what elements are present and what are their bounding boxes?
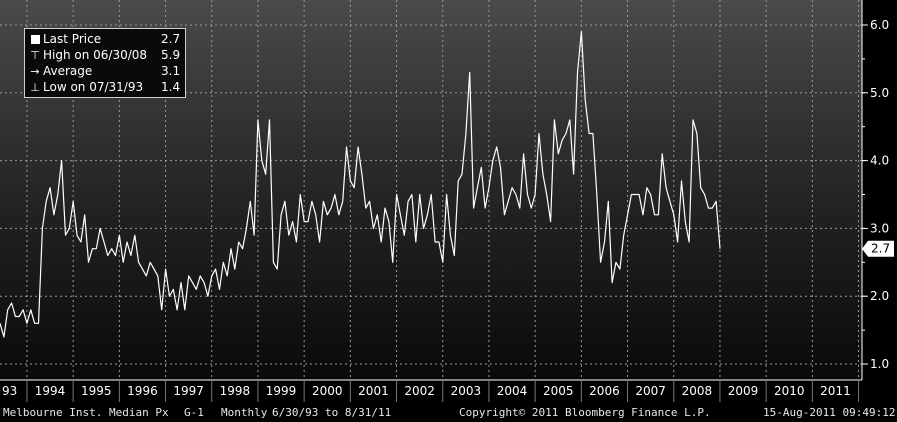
legend-label: High on 06/30/08	[43, 48, 148, 62]
x-tick-label: 2001	[358, 384, 389, 398]
x-tick-label: 2009	[728, 384, 759, 398]
chart-footer: Melbourne Inst. Median Px G-1 Monthly 6/…	[0, 404, 897, 422]
legend-item-low: ⊥ Low on 07/31/93 1.4	[29, 79, 180, 95]
legend-item-high: ⊤ High on 06/30/08 5.9	[29, 47, 180, 63]
legend-item-last-price: Last Price 2.7	[29, 31, 180, 48]
x-tick-label: 1997	[173, 384, 204, 398]
series-line-last-price	[0, 31, 721, 338]
x-axis: 93 1994 1995 1996 1997 1998 1999 2000 2001 2002 20…	[0, 379, 897, 404]
legend-value: 5.9	[161, 48, 181, 62]
x-tick-label: 1995	[81, 384, 112, 398]
x-tick-label: 1994	[35, 384, 66, 398]
x-tick-label: 2004	[497, 384, 528, 398]
x-tick-label: 1999	[266, 384, 297, 398]
x-tick-label: 2000	[312, 384, 343, 398]
x-tick-label: 1996	[127, 384, 158, 398]
legend-value: 1.4	[161, 80, 181, 94]
y-tick-label: 1.0	[870, 357, 889, 371]
x-tick-label: 2007	[635, 384, 666, 398]
last-value-tag: 2.7	[862, 240, 894, 257]
x-tick-label: 2008	[682, 384, 713, 398]
y-tick-label: 3.0	[870, 221, 889, 235]
square-icon	[29, 32, 41, 48]
high-marker-icon: ⊤	[30, 49, 40, 62]
series-line-layer	[0, 31, 721, 338]
legend-value: 2.7	[161, 32, 181, 46]
x-tick-label: 2005	[543, 384, 574, 398]
x-axis-band	[0, 380, 897, 404]
timestamp: 15-Aug-2011 09:49:12	[763, 406, 896, 419]
low-marker-icon: ⊥	[30, 81, 40, 94]
average-marker-icon: →	[30, 65, 40, 78]
x-tick-label: 2003	[451, 384, 482, 398]
security-title: Melbourne Inst. Median Px	[3, 406, 169, 419]
legend: Last Price 2.7 ⊤ High on 06/30/08 5.9 → Av…	[24, 28, 186, 98]
legend-label: Low on 07/31/93	[43, 80, 144, 94]
copyright-notice: Copyright© 2011 Bloomberg Finance L.P.	[459, 406, 711, 419]
y-tick-label: 6.0	[870, 18, 889, 32]
x-tick-label: 2006	[589, 384, 620, 398]
chart-id: G-1	[184, 406, 204, 419]
legend-value: 3.1	[161, 64, 181, 78]
legend-label: Last Price	[43, 32, 102, 46]
x-tick-label: 1998	[220, 384, 251, 398]
x-tick-label: 2002	[404, 384, 435, 398]
y-tick-label: 5.0	[870, 86, 889, 100]
x-tick-label: 2011	[820, 384, 851, 398]
legend-label: Average	[43, 64, 93, 78]
date-range-label: 6/30/93 to 8/31/11	[272, 406, 392, 419]
frequency-label: Monthly	[221, 406, 268, 419]
legend-item-average: → Average 3.1	[29, 63, 180, 79]
x-tick-label: 93	[2, 384, 17, 398]
y-axis: 1.0 2.0 3.0 4.0 5.0 6.0 2.7	[861, 0, 894, 380]
x-tick-label: 2010	[774, 384, 805, 398]
y-tick-label: 2.0	[870, 289, 889, 303]
y-tick-label: 4.0	[870, 154, 889, 168]
last-value-label: 2.7	[871, 242, 890, 256]
